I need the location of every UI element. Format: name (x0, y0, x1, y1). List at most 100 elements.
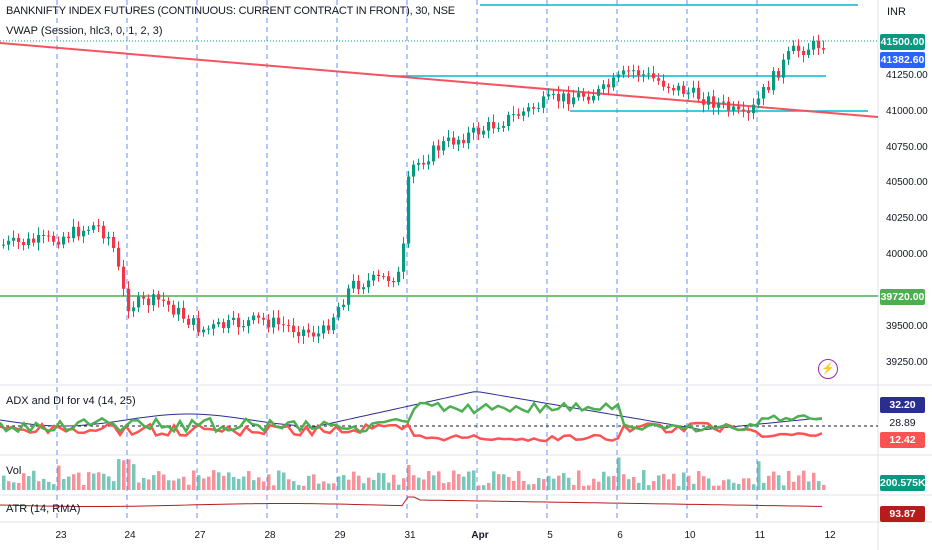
x-axis-label: 27 (194, 530, 206, 541)
candle-body (67, 236, 71, 239)
candle-body (642, 74, 646, 76)
candle-body (87, 229, 91, 231)
volume-bar (407, 464, 411, 490)
candle-body (342, 304, 346, 308)
volume-bar (402, 478, 406, 490)
volume-bar (517, 471, 521, 490)
volume-bar (107, 476, 111, 490)
volume-bar (652, 481, 656, 490)
candle-body (477, 127, 481, 135)
volume-bar (752, 484, 756, 490)
volume-bar (627, 479, 631, 490)
vwap-indicator-label[interactable]: VWAP (Session, hlc3, 0, 1, 2, 3) (6, 25, 163, 37)
volume-bar (397, 484, 401, 490)
candle-body (122, 266, 126, 289)
volume-bar (357, 475, 361, 490)
candle-body (262, 317, 266, 320)
volume-bar (612, 475, 616, 490)
volume-bar (807, 481, 811, 490)
volume-bar (527, 484, 531, 490)
candle-body (522, 111, 526, 116)
volume-bar (112, 481, 116, 490)
volume-bar (2, 475, 6, 490)
volume-bar (177, 478, 181, 490)
volume-bar (462, 476, 466, 490)
currency-label: INR (887, 6, 906, 18)
adx-value-tag: 32.20 (880, 397, 925, 413)
volume-bar (372, 479, 376, 490)
volume-bar (787, 471, 791, 490)
volume-indicator-label[interactable]: Vol (6, 465, 22, 477)
volume-bar (142, 477, 146, 490)
volume-bar (442, 483, 446, 490)
volume-bar (532, 484, 536, 490)
candle-body (282, 324, 286, 326)
volume-bar (232, 476, 236, 490)
volume-bar (22, 473, 26, 490)
adx-indicator-label[interactable]: ADX and DI for v4 (14, 25) (6, 395, 136, 407)
volume-bar (47, 481, 51, 490)
candle-body (202, 329, 206, 333)
candle-body (472, 127, 476, 133)
atr-indicator-label[interactable]: ATR (14, RMA) (6, 503, 81, 515)
candle-body (637, 70, 641, 76)
candle-body (92, 225, 96, 230)
volume-bar (632, 476, 636, 490)
candle-body (192, 318, 196, 325)
candle-body (732, 106, 736, 111)
volume-bar (297, 484, 301, 490)
candle-body (682, 85, 686, 94)
volume-bar (722, 480, 726, 490)
candle-body (337, 307, 341, 318)
candle-body (792, 45, 796, 51)
volume-bar (82, 485, 86, 490)
candle-body (812, 40, 816, 50)
volume-bar (622, 474, 626, 490)
symbol-title[interactable]: BANKNIFTY INDEX FUTURES (CONTINUOUS: CUR… (6, 5, 455, 17)
volume-bar (457, 474, 461, 490)
di-minus-tag: 12.42 (880, 432, 925, 448)
price-tick: 40250.00 (886, 213, 928, 224)
candle-body (702, 99, 706, 105)
last-price-tag: 41500.00 (880, 34, 925, 50)
lightning-alert-icon[interactable]: ⚡ (818, 359, 838, 379)
candle-body (762, 87, 766, 99)
volume-bar (472, 470, 476, 490)
volume-bar (512, 480, 516, 490)
volume-bar (137, 482, 141, 490)
x-axis-label: 11 (754, 530, 766, 541)
candle-body (487, 121, 491, 131)
candle-body (697, 87, 701, 100)
volume-bar (577, 470, 581, 490)
candle-body (807, 49, 811, 55)
volume-bar (272, 485, 276, 490)
volume-bar (792, 481, 796, 490)
candle-body (277, 317, 281, 325)
candle-body (667, 86, 671, 88)
atr-line (0, 496, 823, 507)
candle-body (392, 280, 396, 283)
volume-tag: 200.575K (880, 475, 926, 491)
volume-bar (287, 479, 291, 490)
volume-bar (212, 470, 216, 490)
volume-bar (662, 473, 666, 490)
volume-bar (712, 485, 716, 490)
candle-body (132, 307, 136, 312)
candle-body (482, 130, 486, 135)
atr-tag: 93.87 (880, 506, 925, 522)
candle-body (442, 141, 446, 151)
x-axis-label: 23 (55, 530, 67, 541)
candle-body (712, 96, 716, 108)
candle-body (787, 50, 791, 60)
candle-body (372, 274, 376, 281)
volume-bar (437, 471, 441, 490)
volume-bar (387, 482, 391, 490)
volume-bar (217, 472, 221, 490)
candle-body (727, 101, 731, 111)
candle-body (267, 319, 271, 328)
candle-body (782, 59, 786, 78)
volume-bar (37, 481, 41, 490)
candle-body (747, 111, 751, 114)
x-axis-label: 31 (404, 530, 416, 541)
